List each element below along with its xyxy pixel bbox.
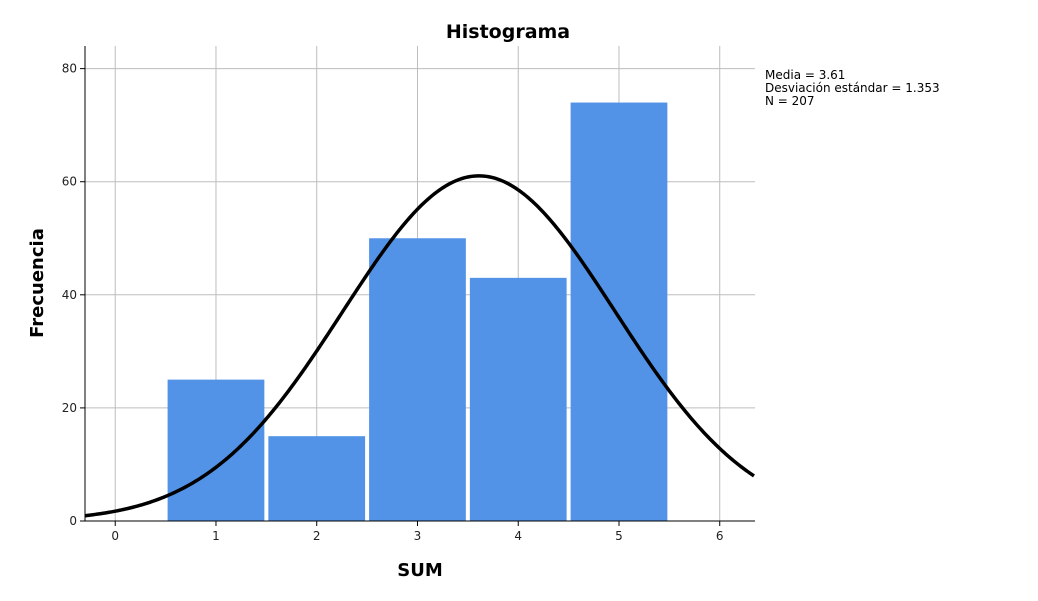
normal-curve xyxy=(84,174,755,518)
stats-n: N = 207 xyxy=(765,94,815,108)
y-axis-label: Frecuencia xyxy=(27,228,48,338)
x-tick-label: 1 xyxy=(212,529,220,543)
bar-2 xyxy=(268,436,366,521)
x-tick-label: 4 xyxy=(514,529,522,543)
x-tick-label: 6 xyxy=(716,529,724,543)
stats-mean: Media = 3.61 xyxy=(765,68,845,82)
bar-5 xyxy=(570,102,668,522)
bar-1 xyxy=(167,379,265,521)
axes xyxy=(80,46,755,526)
stats-box: Media = 3.61 Desviación estándar = 1.353… xyxy=(765,68,940,108)
x-tick-label: 0 xyxy=(111,529,119,543)
x-tick-label: 3 xyxy=(414,529,422,543)
bars xyxy=(167,102,668,522)
bar-3 xyxy=(369,238,466,521)
y-tick-label: 80 xyxy=(62,62,77,76)
chart-title: Histograma xyxy=(446,21,570,43)
bar-4 xyxy=(469,277,567,521)
y-tick-label: 20 xyxy=(62,401,77,415)
y-tick-label: 60 xyxy=(62,175,77,189)
y-tick-label: 40 xyxy=(62,288,77,302)
x-tick-label: 5 xyxy=(615,529,623,543)
x-tick-label: 2 xyxy=(313,529,321,543)
stats-std: Desviación estándar = 1.353 xyxy=(765,81,940,95)
y-tick-label: 0 xyxy=(69,514,77,528)
x-axis-label: SUM xyxy=(397,560,443,581)
